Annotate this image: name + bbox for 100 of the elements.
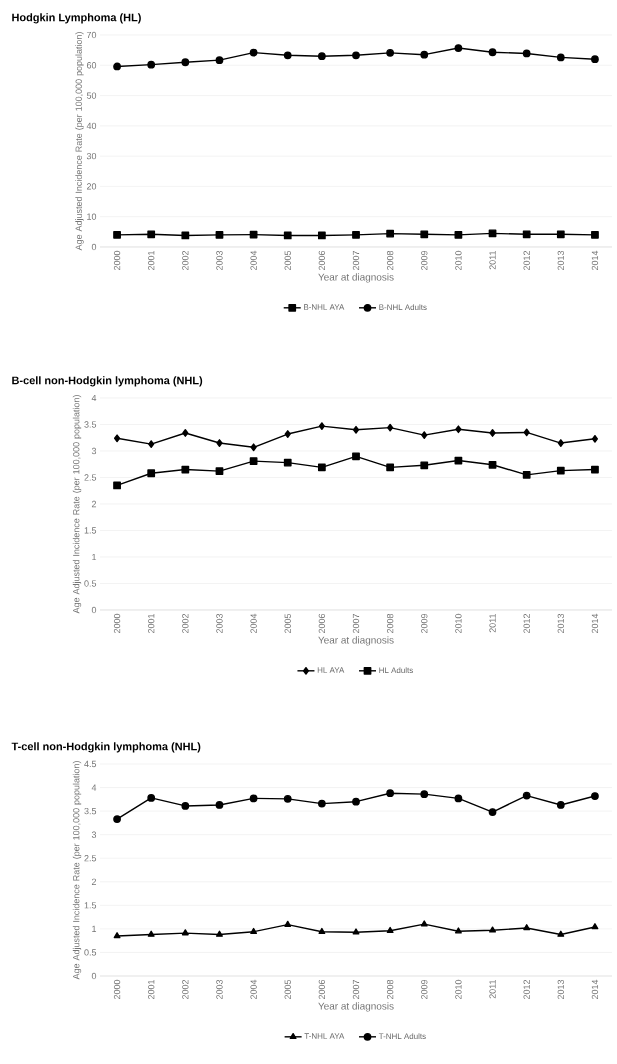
point <box>455 425 462 434</box>
x-tick-label: 2009 <box>421 979 428 1000</box>
point <box>352 452 360 461</box>
x-tick-label: 2008 <box>386 613 394 634</box>
point <box>489 926 496 933</box>
point <box>147 930 155 937</box>
x-tick-label: 2007 <box>352 250 360 270</box>
point <box>386 463 395 472</box>
y-tick-label: 70 <box>86 31 97 39</box>
y-tick-label: 1.5 <box>84 527 97 534</box>
y-tick-label: 3.5 <box>84 421 97 428</box>
point <box>283 51 292 60</box>
point <box>557 930 565 937</box>
point <box>283 231 292 240</box>
point <box>216 439 223 447</box>
x-tick-label: 2013 <box>557 979 564 1000</box>
y-tick-label: 3.5 <box>84 807 97 815</box>
point <box>420 461 429 470</box>
point <box>318 422 325 430</box>
x-tick-label: 2010 <box>455 613 462 634</box>
y-tick-label: 1 <box>92 925 97 932</box>
x-tick-label: 2002 <box>182 613 189 634</box>
x-tick-label: 2009 <box>421 613 428 634</box>
point <box>317 231 326 240</box>
x-tick-label: 2004 <box>250 613 257 634</box>
point <box>556 801 565 809</box>
x-tick-label: 2007 <box>352 613 360 634</box>
point <box>488 229 497 238</box>
y-axis-title: Age Adjusted Incidence Rate (per 100,000 population) <box>72 395 82 614</box>
y-tick-label: 4 <box>91 784 97 791</box>
point <box>284 920 292 927</box>
y-tick-label: 40 <box>86 122 97 130</box>
point <box>249 794 258 803</box>
point <box>250 927 258 935</box>
point <box>488 460 497 469</box>
point <box>181 929 189 936</box>
point <box>284 430 291 438</box>
x-tick-label: 2014 <box>591 979 599 1000</box>
point <box>249 457 258 465</box>
point <box>591 792 599 800</box>
y-tick-label: 2.5 <box>84 855 97 862</box>
point <box>215 801 224 809</box>
x-tick-label: 2006 <box>318 979 326 1000</box>
x-tick-label: 2012 <box>523 613 530 634</box>
x-tick-label: 2006 <box>318 613 326 634</box>
point <box>215 467 224 476</box>
chart-title: Hodgkin Lymphoma (HL) <box>12 13 141 24</box>
point <box>216 930 223 937</box>
point <box>352 51 360 60</box>
point <box>317 52 326 61</box>
point <box>454 927 462 934</box>
y-tick-label: 4 <box>91 394 97 402</box>
point <box>522 230 531 239</box>
point <box>522 470 531 479</box>
point <box>591 923 599 930</box>
point <box>454 794 463 803</box>
chart-title: B-cell non-Hodgkin lymphoma (NHL) <box>12 376 203 387</box>
point <box>591 465 599 474</box>
point <box>147 60 156 69</box>
x-tick-label: 2011 <box>489 613 496 633</box>
point <box>352 425 360 434</box>
x-tick-label: 2010 <box>455 979 462 1000</box>
y-tick-label: 2.5 <box>84 474 97 481</box>
point <box>249 48 258 57</box>
x-tick-label: 2000 <box>113 979 121 1000</box>
x-tick-label: 2005 <box>284 250 291 270</box>
x-axis-title: Year at diagnosis <box>318 636 394 646</box>
point <box>215 56 224 65</box>
point <box>352 230 360 239</box>
point <box>420 50 429 59</box>
point <box>556 466 565 475</box>
point <box>386 229 395 238</box>
point <box>113 932 121 939</box>
point <box>182 429 189 437</box>
x-tick-label: 2008 <box>386 979 394 1000</box>
point <box>147 794 156 802</box>
point <box>317 799 326 808</box>
point <box>181 465 190 474</box>
y-tick-label: 50 <box>86 92 97 99</box>
x-axis-title: Year at diagnosis <box>318 273 394 283</box>
x-tick-label: 2005 <box>284 613 291 634</box>
point <box>352 797 360 806</box>
point <box>420 920 428 927</box>
point <box>522 49 531 58</box>
x-tick-label: 2011 <box>489 250 496 270</box>
y-tick-label: 10 <box>87 213 97 220</box>
x-tick-label: 2007 <box>352 979 360 1000</box>
point <box>148 440 155 448</box>
x-axis-title: Year at diagnosis <box>318 1002 394 1012</box>
point <box>181 802 190 810</box>
point <box>386 926 394 934</box>
x-tick-label: 2001 <box>148 250 155 270</box>
point <box>386 789 395 798</box>
point <box>113 481 121 490</box>
x-tick-label: 2003 <box>216 979 223 1000</box>
point <box>591 230 599 239</box>
x-tick-label: 2004 <box>250 250 257 270</box>
x-tick-label: 2002 <box>182 979 189 1000</box>
y-axis-title: Age Adjusted Incidence Rate (per 100,000 population) <box>75 32 84 251</box>
x-tick-label: 2000 <box>113 250 121 270</box>
